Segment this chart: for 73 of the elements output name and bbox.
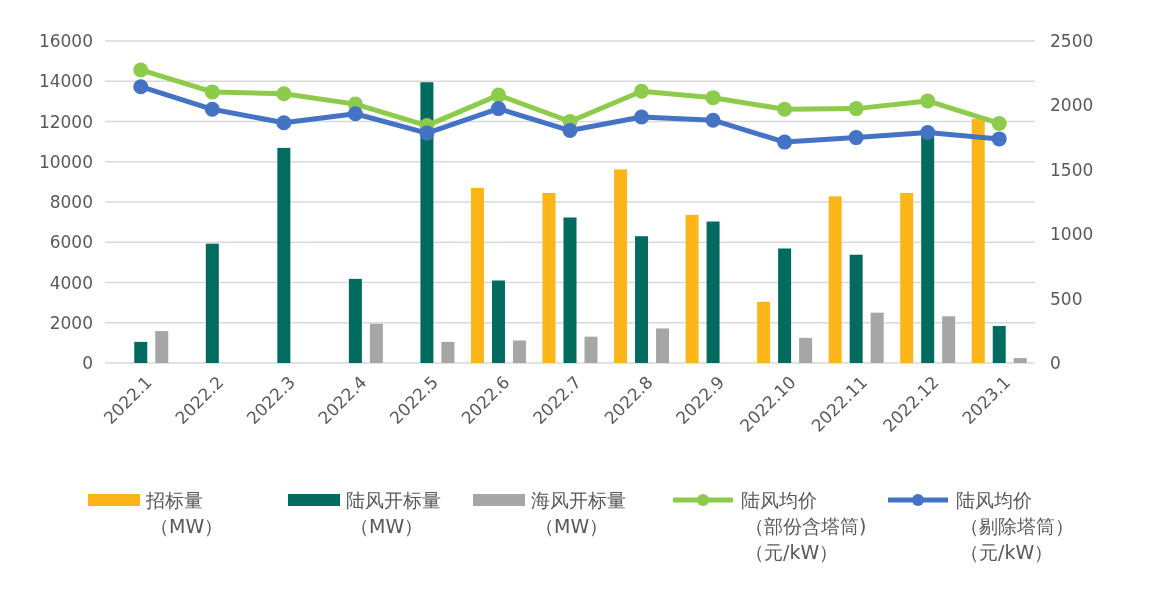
y2-tick-label: 2000 xyxy=(1050,95,1094,116)
bar xyxy=(491,280,505,363)
bar xyxy=(757,301,771,363)
point xyxy=(133,62,149,78)
bar xyxy=(277,147,291,363)
bar xyxy=(512,340,526,363)
bar xyxy=(971,118,985,363)
y-tick-label: 8000 xyxy=(49,192,93,212)
bar xyxy=(584,336,598,363)
bar xyxy=(614,169,628,363)
y2-tick-label: 1500 xyxy=(1050,159,1094,180)
point xyxy=(920,124,936,140)
bar xyxy=(441,341,455,363)
bar xyxy=(942,316,956,363)
bar xyxy=(828,196,842,363)
point xyxy=(490,101,506,117)
y-tick-label: 16000 xyxy=(38,31,93,51)
point xyxy=(777,101,793,117)
bar xyxy=(205,243,219,363)
y2-tick-label: 500 xyxy=(1050,288,1083,309)
bar xyxy=(134,341,148,363)
point xyxy=(276,86,292,102)
point xyxy=(204,101,220,117)
point xyxy=(562,123,578,139)
y-tick-label: 4000 xyxy=(49,272,93,293)
bar xyxy=(656,328,670,363)
bar xyxy=(542,192,556,363)
point xyxy=(419,125,435,141)
point xyxy=(634,109,650,125)
bar xyxy=(685,214,699,363)
point xyxy=(204,84,220,100)
y2-tick-label: 2500 xyxy=(1050,31,1094,51)
bar xyxy=(369,323,383,363)
bar xyxy=(849,254,863,363)
point xyxy=(705,112,721,128)
bar xyxy=(706,221,720,363)
point xyxy=(991,131,1007,147)
bar xyxy=(470,187,484,363)
legend-label: 陆风均价（部份含塔筒)（元/kW） xyxy=(741,489,867,563)
point xyxy=(848,130,864,146)
point xyxy=(634,83,650,99)
point xyxy=(777,134,793,150)
legend-label: 陆风开标量（MW） xyxy=(346,489,441,537)
point xyxy=(133,79,149,95)
y-tick-label: 10000 xyxy=(38,151,93,172)
y2-tick-label: 1000 xyxy=(1050,224,1094,245)
point xyxy=(490,87,506,103)
bar xyxy=(1013,358,1027,363)
legend-label: 陆风均价（剔除塔筒）（元/kW） xyxy=(956,489,1074,563)
point xyxy=(920,93,936,109)
point xyxy=(848,101,864,117)
point xyxy=(991,115,1007,131)
y-tick-label: 6000 xyxy=(49,232,93,253)
legend-label: 海风开标量（MW） xyxy=(531,489,626,537)
y2-tick-label: 0 xyxy=(1050,353,1061,373)
bar xyxy=(155,331,169,363)
y-tick-label: 0 xyxy=(82,353,93,373)
y-tick-label: 12000 xyxy=(38,111,93,132)
point xyxy=(705,90,721,106)
bar xyxy=(563,217,577,363)
y-tick-label: 2000 xyxy=(49,312,93,333)
bar xyxy=(870,312,884,363)
bar xyxy=(900,192,914,363)
bar xyxy=(778,248,792,363)
bar xyxy=(348,278,362,363)
bar xyxy=(420,82,434,363)
y-tick-label: 14000 xyxy=(38,71,93,92)
bar xyxy=(992,325,1006,363)
bar xyxy=(635,236,649,363)
point xyxy=(276,115,292,131)
point xyxy=(347,106,363,122)
bar xyxy=(799,337,813,363)
legend-label: 招标量（MW） xyxy=(145,489,224,537)
